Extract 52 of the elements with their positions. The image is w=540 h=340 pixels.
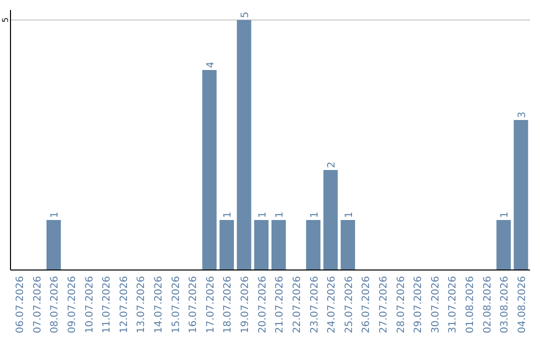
bar — [271, 220, 286, 270]
x-tick-label: 24.07.2026 — [326, 276, 338, 334]
x-tick-label: 12.07.2026 — [118, 276, 130, 334]
bar — [323, 170, 338, 270]
x-tick-label: 27.07.2026 — [378, 276, 390, 334]
x-tick-label: 22.07.2026 — [292, 276, 303, 334]
bar — [202, 70, 217, 270]
data-label: 5 — [240, 12, 252, 18]
x-tick-label: 03.08.2026 — [500, 276, 511, 334]
data-label: 1 — [344, 212, 355, 218]
x-tick-label: 14.07.2026 — [154, 276, 165, 334]
data-label: 2 — [326, 162, 338, 168]
x-tick-label: 11.07.2026 — [102, 276, 113, 334]
data-label: 3 — [516, 112, 528, 118]
bar — [236, 20, 252, 270]
bar — [340, 220, 356, 270]
x-tick-label: 07.07.2026 — [32, 276, 44, 334]
x-tick-label: 08.07.2026 — [50, 276, 61, 334]
x-tick-label: 20.07.2026 — [257, 276, 268, 334]
x-tick-label: 13.07.2026 — [136, 276, 148, 334]
x-tick-label: 04.08.2026 — [516, 276, 528, 334]
x-tick-label: 01.08.2026 — [465, 276, 476, 334]
data-label: 1 — [309, 212, 320, 218]
data-label: 1 — [50, 212, 61, 218]
bar — [306, 220, 320, 270]
data-label: 1 — [274, 212, 286, 218]
x-tick-label: 21.07.2026 — [274, 276, 286, 334]
x-tick-label: 19.07.2026 — [240, 276, 252, 334]
x-tick-label: 09.07.2026 — [66, 276, 78, 334]
data-label: 1 — [257, 212, 268, 218]
x-tick-label: 16.07.2026 — [188, 276, 200, 334]
x-tick-label: 18.07.2026 — [222, 276, 234, 334]
bar — [496, 220, 511, 270]
x-tick-label: 10.07.2026 — [84, 276, 96, 334]
bar — [254, 220, 269, 270]
x-tick-label: 29.07.2026 — [413, 276, 424, 334]
bar — [220, 220, 234, 270]
data-label: 1 — [222, 212, 234, 218]
x-tick-label: 25.07.2026 — [344, 276, 355, 334]
data-label: 4 — [205, 62, 216, 68]
x-tick-label: 31.07.2026 — [448, 276, 459, 334]
bar — [46, 220, 61, 270]
x-tick-label: 30.07.2026 — [430, 276, 442, 334]
data-label: 1 — [500, 212, 511, 218]
x-tick-label: 17.07.2026 — [205, 276, 216, 334]
x-tick-label: 06.07.2026 — [15, 276, 26, 334]
x-tick-label: 28.07.2026 — [396, 276, 407, 334]
x-tick-label: 26.07.2026 — [361, 276, 372, 334]
x-tick-label: 23.07.2026 — [309, 276, 320, 334]
x-tick-label: 02.08.2026 — [482, 276, 494, 334]
bar — [514, 120, 528, 270]
x-tick-label: 15.07.2026 — [170, 276, 182, 334]
